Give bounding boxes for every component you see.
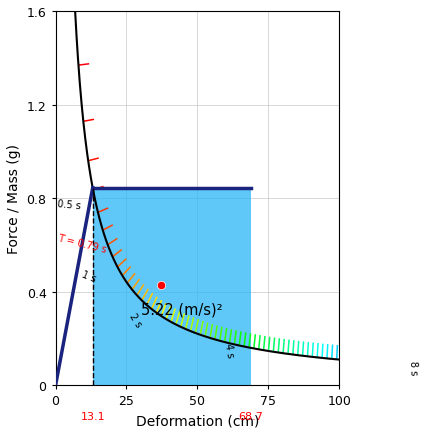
Bar	[93, 188, 250, 385]
Text: 8 s: 8 s	[408, 360, 418, 375]
X-axis label: Deformation (cm): Deformation (cm)	[136, 413, 259, 427]
Text: T = 0.79 s: T = 0.79 s	[57, 233, 108, 254]
Text: 5.22 (m/s)²: 5.22 (m/s)²	[141, 302, 222, 316]
Text: 4 s: 4 s	[223, 342, 235, 358]
Text: 1 s: 1 s	[80, 270, 97, 284]
Text: 13.1: 13.1	[81, 411, 105, 421]
Y-axis label: Force / Mass (g): Force / Mass (g)	[7, 144, 21, 253]
Text: 2 s: 2 s	[128, 311, 143, 328]
Text: 68.7: 68.7	[238, 411, 263, 421]
Text: 0.5 s: 0.5 s	[57, 199, 81, 211]
